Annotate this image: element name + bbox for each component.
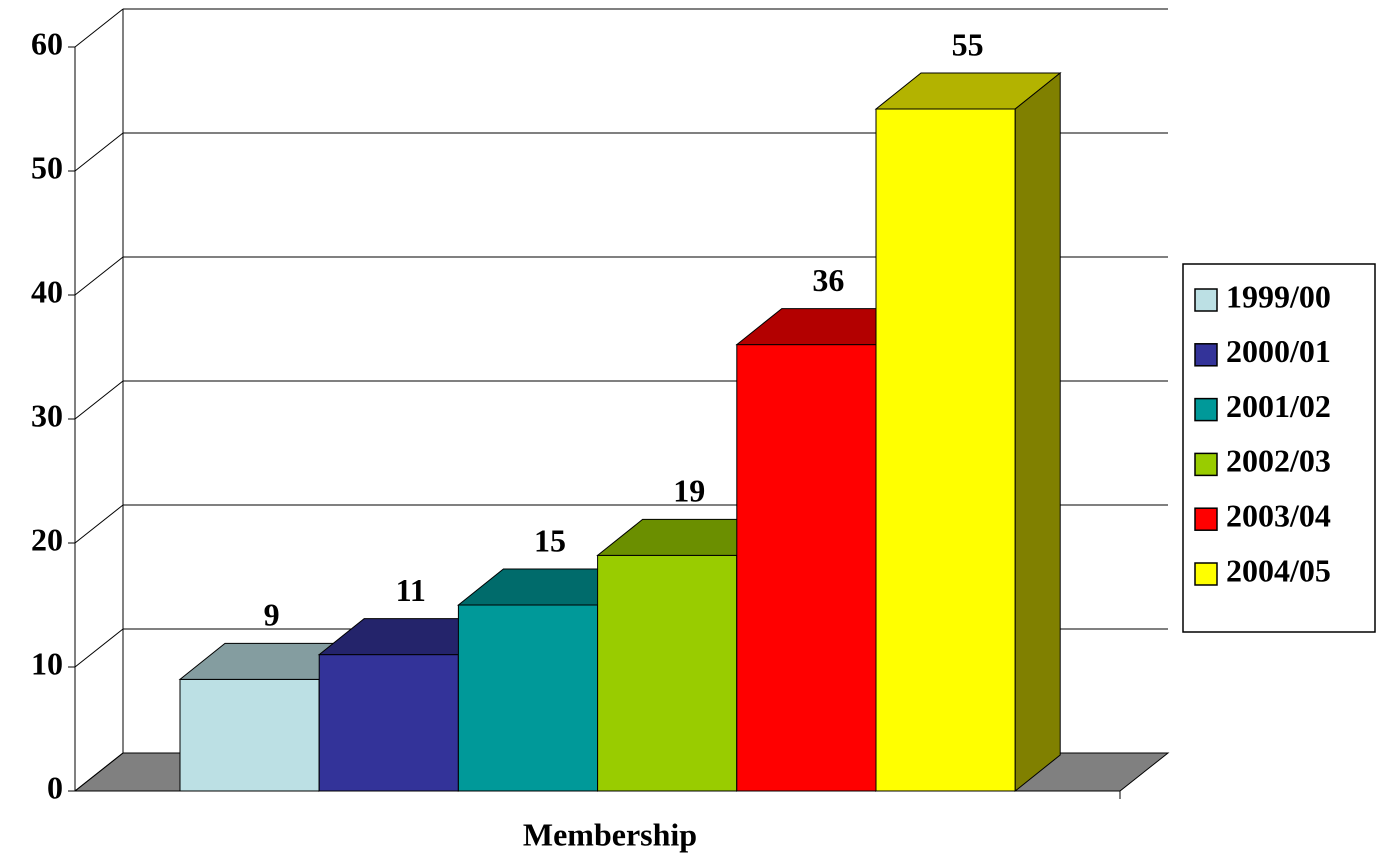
grid-line-side [74,752,124,792]
value-label: 36 [812,262,844,298]
y-tick-label: 10 [31,645,63,681]
grid-line-side [74,628,124,668]
legend-label: 2002/03 [1226,443,1331,479]
legend-label: 2003/04 [1226,498,1331,534]
legend-swatch [1194,397,1218,422]
grid-line-side [74,132,124,172]
y-tick-label: 40 [31,273,63,309]
grid-line-side [74,504,124,544]
bar [875,108,1016,792]
legend-swatch [1194,507,1218,531]
bar [736,344,877,792]
legend-swatch [1194,452,1218,477]
y-tick-label: 30 [31,397,63,433]
legend-swatch [1194,343,1218,367]
value-label: 9 [264,597,280,633]
bar [179,678,320,792]
bar-side [1014,71,1061,793]
y-tick-label: 60 [31,25,63,61]
bar [457,604,599,792]
legend-swatch [1194,562,1218,586]
grid-line-side [74,380,124,420]
y-tick-label: 50 [31,149,63,185]
x-category-label: Membership [523,816,697,852]
grid-line-side [74,8,124,48]
value-label: 11 [396,572,426,608]
legend-label: 2000/01 [1226,333,1331,369]
y-tick-label: 0 [47,769,63,805]
value-label: 15 [534,522,566,558]
value-label: 55 [952,26,984,62]
legend-swatch [1194,288,1218,312]
bar [597,554,738,792]
value-label: 19 [673,473,705,509]
grid-line-side [74,256,124,296]
legend-label: 1999/00 [1226,278,1331,314]
legend-label: 2001/02 [1226,388,1331,424]
legend-label: 2004/05 [1226,552,1331,588]
y-tick-label: 20 [31,521,63,557]
bar [318,654,459,792]
